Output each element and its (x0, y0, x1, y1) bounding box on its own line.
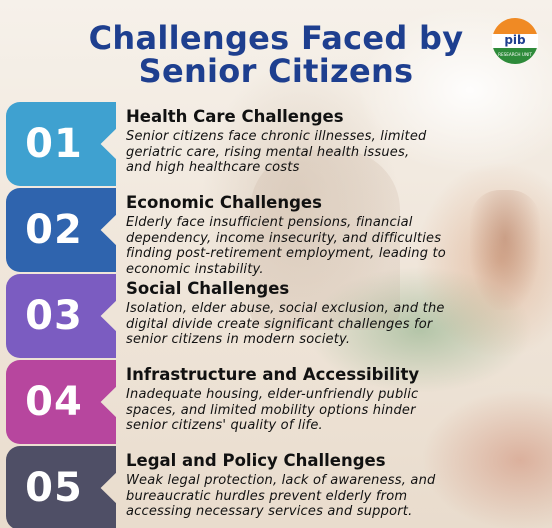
desc-line: geriatric care, rising mental health iss… (126, 144, 410, 160)
desc-line: bureaucratic hurdles prevent elderly fro… (126, 488, 408, 504)
challenge-content: Social Challenges Isolation, elder abuse… (126, 278, 546, 348)
challenge-content: Health Care Challenges Senior citizens f… (126, 106, 546, 176)
challenge-number-tab (6, 360, 116, 444)
challenge-heading: Infrastructure and Accessibility (126, 365, 420, 384)
elderly-man-silhouette (250, 150, 400, 330)
pib-logo-subtext: RESEARCH UNIT (498, 52, 532, 57)
challenge-heading: Health Care Challenges (126, 107, 344, 126)
desc-line: Senior citizens face chronic illnesses, … (126, 129, 427, 144)
desc-line: accessing necessary services and support… (126, 504, 413, 519)
desc-line: Weak legal protection, lack of awareness… (126, 473, 436, 488)
desc-line: senior citizens in modern society. (126, 332, 351, 347)
desc-line: Isolation, elder abuse, social exclusion… (126, 301, 445, 316)
challenge-description: Weak legal protection, lack of awareness… (126, 473, 546, 520)
challenge-heading: Economic Challenges (126, 193, 322, 212)
challenge-content: Economic Challenges Elderly face insuffi… (126, 192, 546, 277)
challenge-number-tab (6, 102, 116, 186)
challenge-number: 02 (25, 207, 83, 253)
challenge-content: Infrastructure and Accessibility Inadequ… (126, 364, 546, 434)
page-title: Challenges Faced by Senior Citizens (0, 22, 552, 88)
desc-line: senior citizens' quality of life. (126, 418, 323, 433)
challenge-item: 04 Infrastructure and Accessibility Inad… (6, 360, 552, 444)
page-title-line-1: Challenges Faced by (88, 19, 464, 57)
challenge-item: 03 Social Challenges Isolation, elder ab… (6, 274, 552, 358)
desc-line: and high healthcare costs (126, 160, 300, 175)
desc-line: Elderly face insufficient pensions, fina… (126, 215, 413, 230)
pib-logo-text: pib (504, 33, 526, 47)
desc-line: finding post-retirement employment, lead… (126, 246, 446, 261)
desc-line: Inadequate housing, elder-unfriendly pub… (126, 387, 419, 402)
challenge-number: 03 (25, 293, 83, 339)
challenge-description: Elderly face insufficient pensions, fina… (126, 215, 546, 277)
challenge-item: 05 Legal and Policy Challenges Weak lega… (6, 446, 552, 528)
challenge-description: Inadequate housing, elder-unfriendly pub… (126, 387, 546, 434)
challenge-description: Senior citizens face chronic illnesses, … (126, 129, 546, 176)
desc-line: spaces, and limited mobility options hin… (126, 402, 416, 418)
challenge-number: 05 (25, 465, 83, 511)
challenge-number-tab (6, 188, 116, 272)
challenge-heading: Social Challenges (126, 279, 290, 298)
desc-line: economic instability. (126, 261, 264, 277)
challenge-number: 01 (25, 121, 83, 167)
page-title-line-2: Senior Citizens (138, 52, 414, 90)
desc-line: digital divide create significant challe… (126, 316, 433, 332)
challenge-number: 04 (25, 379, 83, 425)
challenge-description: Isolation, elder abuse, social exclusion… (126, 301, 546, 348)
challenge-heading: Legal and Policy Challenges (126, 451, 386, 470)
desc-line: dependency, income insecurity, and diffi… (126, 230, 442, 246)
challenge-number-tab (6, 446, 116, 528)
challenge-item: 02 Economic Challenges Elderly face insu… (6, 188, 552, 277)
challenge-number-tab (6, 274, 116, 358)
pib-logo: pib RESEARCH UNIT (492, 18, 538, 64)
challenge-content: Legal and Policy Challenges Weak legal p… (126, 450, 546, 520)
person-silhouette (470, 190, 540, 310)
challenge-item: 01 Health Care Challenges Senior citizen… (6, 102, 552, 186)
